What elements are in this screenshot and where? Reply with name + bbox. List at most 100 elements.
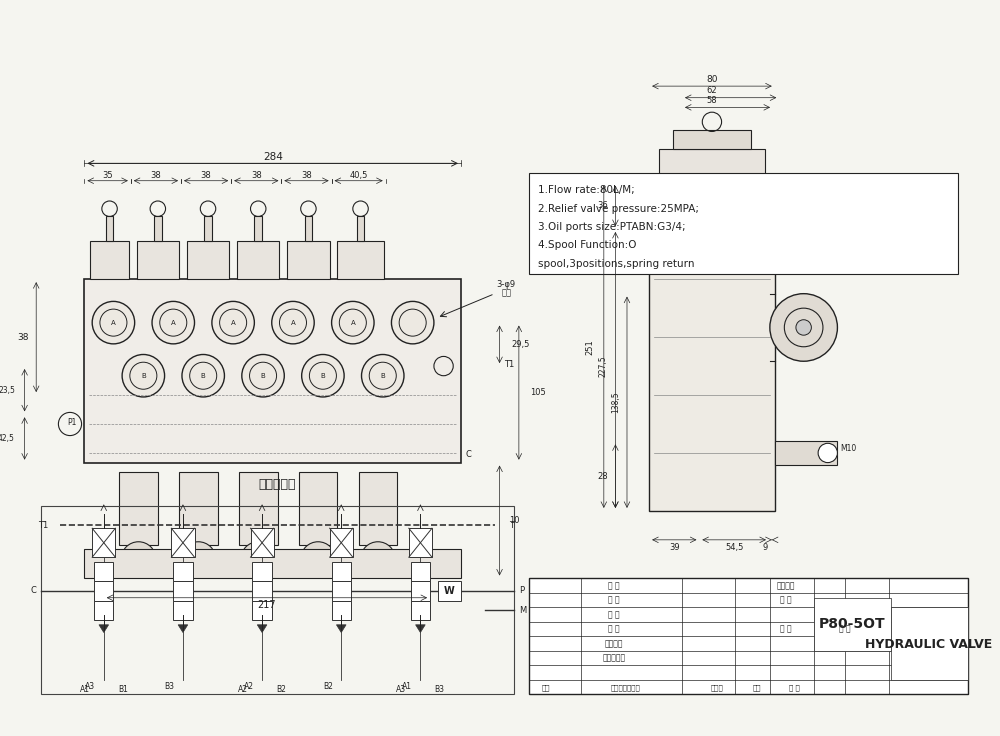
- Text: 40,5: 40,5: [349, 171, 368, 180]
- Text: P80-5OT: P80-5OT: [819, 617, 886, 631]
- Text: 23,5: 23,5: [0, 386, 15, 394]
- Text: 105: 105: [530, 388, 546, 397]
- Polygon shape: [99, 625, 109, 632]
- Text: 38: 38: [301, 171, 312, 180]
- Text: M: M: [519, 606, 526, 615]
- Text: 3-φ9: 3-φ9: [497, 280, 516, 289]
- Text: 4.Spool Function:O: 4.Spool Function:O: [538, 241, 637, 250]
- Text: 标记: 标记: [542, 684, 550, 691]
- Bar: [251, 528, 274, 557]
- Bar: [171, 528, 195, 557]
- Circle shape: [362, 355, 404, 397]
- Bar: [332, 601, 351, 620]
- Bar: [659, 149, 765, 183]
- Bar: [411, 562, 430, 581]
- Text: C: C: [30, 587, 36, 595]
- Text: A2: A2: [244, 682, 254, 691]
- Bar: [92, 528, 115, 557]
- Text: 28: 28: [597, 472, 608, 481]
- Text: B2: B2: [323, 682, 333, 691]
- Circle shape: [332, 301, 374, 344]
- Text: T1: T1: [504, 360, 515, 369]
- Circle shape: [242, 355, 284, 397]
- Polygon shape: [336, 625, 346, 632]
- Bar: [90, 241, 129, 279]
- Text: 42,5: 42,5: [0, 434, 15, 443]
- Bar: [204, 216, 212, 241]
- Text: 38: 38: [201, 171, 211, 180]
- Bar: [84, 550, 461, 578]
- Circle shape: [182, 355, 224, 397]
- Text: 制 图: 制 图: [608, 595, 620, 605]
- Bar: [411, 601, 430, 620]
- Circle shape: [818, 443, 837, 463]
- Text: 日期: 日期: [753, 684, 761, 691]
- Text: 58: 58: [707, 96, 717, 105]
- Text: B3: B3: [435, 685, 445, 694]
- Text: A3: A3: [396, 685, 406, 694]
- Text: T1: T1: [38, 521, 49, 530]
- Bar: [287, 241, 330, 279]
- Text: spool,3positions,spring return: spool,3positions,spring return: [538, 259, 695, 269]
- Polygon shape: [178, 625, 188, 632]
- Text: T: T: [509, 521, 514, 530]
- Text: 38: 38: [17, 333, 28, 342]
- Bar: [254, 216, 262, 241]
- Text: 39: 39: [669, 543, 680, 552]
- Text: 通孔: 通孔: [501, 289, 511, 297]
- Text: A1: A1: [79, 685, 89, 694]
- Text: B: B: [380, 372, 385, 379]
- Bar: [529, 578, 968, 694]
- Bar: [252, 601, 272, 620]
- Bar: [359, 473, 397, 545]
- Bar: [137, 241, 179, 279]
- Bar: [94, 601, 113, 620]
- Bar: [411, 581, 430, 601]
- Circle shape: [361, 542, 395, 576]
- Circle shape: [272, 301, 314, 344]
- Text: A: A: [231, 319, 236, 325]
- Text: 液压原理图: 液压原理图: [259, 478, 296, 492]
- Text: 227,5: 227,5: [599, 355, 608, 377]
- Text: 36: 36: [597, 202, 608, 210]
- Text: 38: 38: [251, 171, 262, 180]
- Text: 标准化检查: 标准化检查: [603, 654, 626, 662]
- Text: A: A: [350, 319, 355, 325]
- Bar: [299, 473, 337, 545]
- Text: 更改人: 更改人: [711, 684, 724, 691]
- Text: 35: 35: [102, 171, 113, 180]
- Text: 80: 80: [706, 75, 718, 84]
- Text: M10: M10: [840, 444, 857, 453]
- Text: B2: B2: [276, 685, 286, 694]
- Text: B1: B1: [118, 685, 128, 694]
- Text: 251: 251: [585, 339, 594, 355]
- Text: HYDRAULIC VALVE: HYDRAULIC VALVE: [865, 637, 993, 651]
- Text: 图样标记: 图样标记: [776, 581, 795, 590]
- Bar: [438, 581, 461, 601]
- Bar: [409, 528, 432, 557]
- Bar: [119, 473, 158, 545]
- Circle shape: [92, 301, 135, 344]
- Bar: [673, 130, 751, 149]
- Circle shape: [152, 301, 195, 344]
- Text: 10: 10: [509, 516, 520, 525]
- Text: 3.Oil ports size:PTABN:G3/4;: 3.Oil ports size:PTABN:G3/4;: [538, 222, 686, 232]
- Bar: [173, 562, 193, 581]
- Text: 校 对: 校 对: [608, 625, 620, 634]
- Text: A3: A3: [85, 682, 95, 691]
- Polygon shape: [257, 625, 267, 632]
- Text: 38: 38: [151, 171, 161, 180]
- Circle shape: [770, 294, 837, 361]
- Bar: [357, 216, 364, 241]
- Text: W: W: [444, 586, 455, 596]
- Text: B: B: [321, 372, 325, 379]
- Bar: [330, 528, 353, 557]
- Text: A: A: [111, 319, 116, 325]
- Bar: [332, 562, 351, 581]
- Bar: [84, 279, 461, 463]
- Text: 9: 9: [762, 543, 768, 552]
- Text: 54,5: 54,5: [725, 543, 743, 552]
- Bar: [239, 473, 278, 545]
- Text: 设 计: 设 计: [608, 581, 620, 590]
- Text: 年 号: 年 号: [789, 684, 800, 691]
